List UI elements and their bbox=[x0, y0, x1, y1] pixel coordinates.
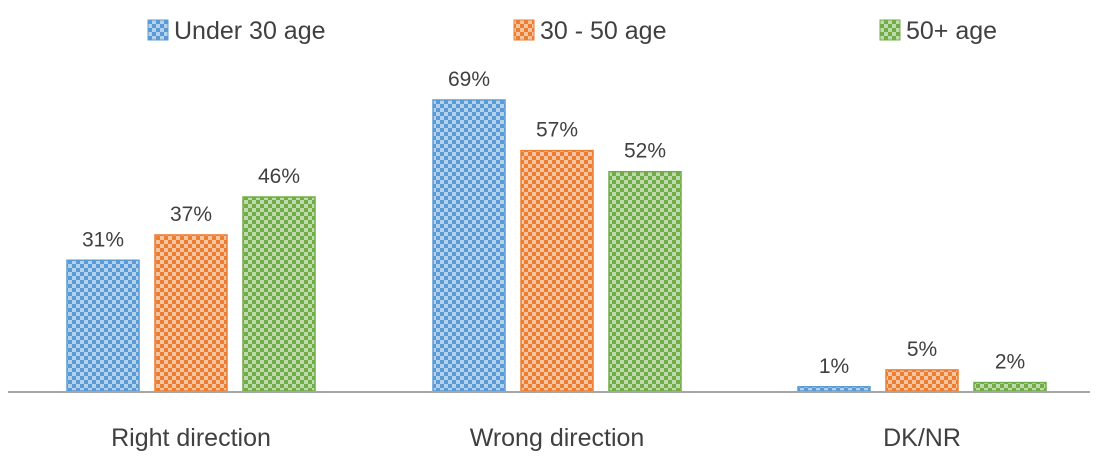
data-label-dk-nr-under-30-age: 1% bbox=[819, 355, 849, 378]
legend-label-under-30-age: Under 30 age bbox=[174, 17, 326, 45]
x-axis: Right direction Wrong direction DK/NR bbox=[8, 391, 1090, 452]
data-label-right-direction-under-30-age: 31% bbox=[82, 228, 124, 251]
legend-swatch-30-50-age bbox=[513, 19, 535, 41]
data-labels: 31% 37% 46% 69% 57% 52% 1% 5% 2% bbox=[82, 68, 1025, 378]
legend-swatch-under-30-age bbox=[147, 19, 169, 41]
data-label-wrong-direction-30-50-age: 57% bbox=[536, 119, 578, 142]
bar-right-direction-30-50-age bbox=[154, 234, 228, 392]
legend-label-30-50-age: 30 - 50 age bbox=[540, 17, 667, 45]
bar-right-direction-under-30-age bbox=[66, 259, 140, 392]
bar-wrong-direction-under-30-age bbox=[432, 99, 506, 392]
data-label-wrong-direction-under-30-age: 69% bbox=[448, 68, 490, 91]
data-label-wrong-direction-50-age: 52% bbox=[624, 140, 666, 163]
category-label-wrong-direction: Wrong direction bbox=[470, 424, 645, 452]
bar-wrong-direction-30-50-age bbox=[520, 149, 594, 392]
legend-label-50-age: 50+ age bbox=[906, 17, 997, 45]
data-label-dk-nr-30-50-age: 5% bbox=[907, 338, 937, 361]
data-label-dk-nr-50-age: 2% bbox=[995, 351, 1025, 374]
legend-swatch-50-age bbox=[879, 19, 901, 41]
data-label-right-direction-50-age: 46% bbox=[258, 165, 300, 188]
bar-dk-nr-50-age bbox=[973, 381, 1047, 392]
legend: Under 30 age 30 - 50 age 50+ age bbox=[147, 17, 997, 45]
legend-item-50-age: 50+ age bbox=[879, 17, 997, 45]
bar-dk-nr-30-50-age bbox=[885, 369, 959, 392]
bar-wrong-direction-50-age bbox=[608, 170, 682, 392]
bar-dk-nr-under-30-age bbox=[797, 386, 871, 392]
data-label-right-direction-30-50-age: 37% bbox=[170, 203, 212, 226]
category-label-right-direction: Right direction bbox=[111, 424, 271, 452]
category-label-dk-nr: DK/NR bbox=[883, 424, 961, 452]
legend-item-under-30-age: Under 30 age bbox=[147, 17, 326, 45]
legend-item-30-50-age: 30 - 50 age bbox=[513, 17, 667, 45]
bars bbox=[66, 99, 1047, 392]
bar-right-direction-50-age bbox=[242, 196, 316, 392]
